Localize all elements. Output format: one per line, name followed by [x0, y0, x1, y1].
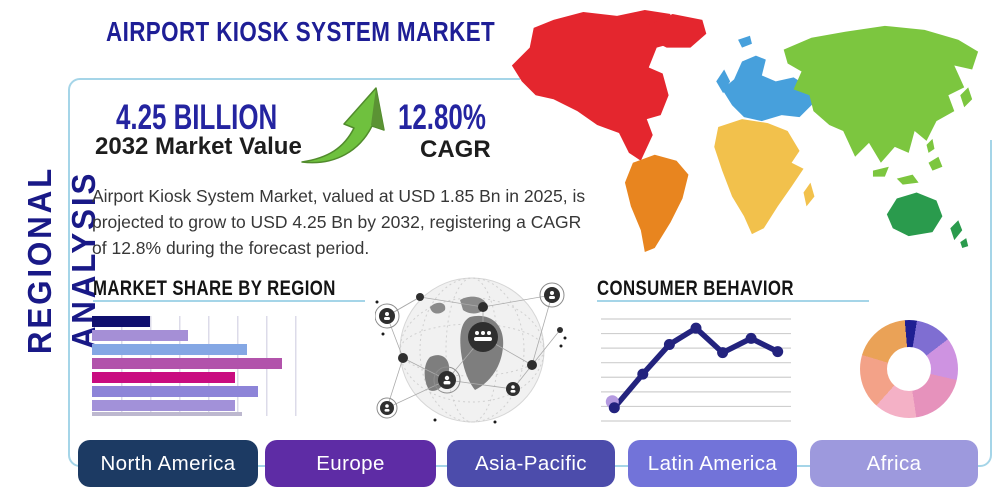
- continent-south-america: [624, 154, 689, 253]
- continent-asia: [783, 25, 979, 163]
- page-title: AIRPORT KIOSK SYSTEM MARKET: [106, 16, 496, 47]
- japan-shape: [960, 87, 973, 108]
- market-description: Airport Kiosk System Market, valued at U…: [92, 186, 586, 258]
- region-button-asia-pacific[interactable]: Asia-Pacific: [447, 440, 615, 487]
- continent-europe: [722, 55, 814, 122]
- bar-heading-underline: [93, 300, 365, 302]
- bar-chart-heading: MARKET SHARE BY REGION: [93, 277, 336, 300]
- continent-north-america: [511, 9, 679, 161]
- globe-network-graphic: [374, 272, 570, 432]
- border-mask-right: [983, 80, 993, 140]
- bar-row: [92, 372, 236, 383]
- bar-row: [92, 358, 282, 369]
- region-button-latin-america[interactable]: Latin America: [628, 440, 797, 487]
- bar-row: [92, 344, 247, 355]
- market-share-bars: [92, 316, 384, 416]
- new-zealand-shape: [950, 220, 969, 249]
- cagr-stat: 12.80%: [398, 98, 486, 137]
- bar-row: [92, 386, 259, 397]
- region-button-north-america[interactable]: North America: [78, 440, 258, 487]
- greenland-shape: [646, 13, 707, 48]
- donut-hole: [887, 347, 931, 391]
- continent-africa: [714, 119, 804, 235]
- vertical-sidebar-title: REGIONAL ANALYSIS: [21, 165, 102, 355]
- bar-row: [92, 330, 189, 341]
- world-map: [511, 9, 979, 253]
- market-value-stat: 4.25 BILLION: [116, 98, 278, 137]
- madagascar-shape: [803, 182, 815, 207]
- region-button-africa[interactable]: Africa: [810, 440, 978, 487]
- region-button-europe[interactable]: Europe: [265, 440, 436, 487]
- bar-axis-strip: [92, 412, 242, 416]
- bar-row: [92, 400, 236, 411]
- market-value-label: 2032 Market Value: [95, 133, 302, 160]
- network-nodes: [374, 282, 565, 419]
- donut-chart: [860, 320, 958, 418]
- continent-australia: [886, 192, 943, 237]
- cagr-label: CAGR: [420, 136, 491, 163]
- iceland-shape: [738, 35, 752, 48]
- consumer-line-plot: [601, 318, 791, 422]
- bar-row: [92, 316, 151, 327]
- line-chart-heading: CONSUMER BEHAVIOR: [597, 277, 794, 300]
- line-heading-underline: [597, 300, 869, 302]
- growth-arrow-icon: [300, 84, 392, 168]
